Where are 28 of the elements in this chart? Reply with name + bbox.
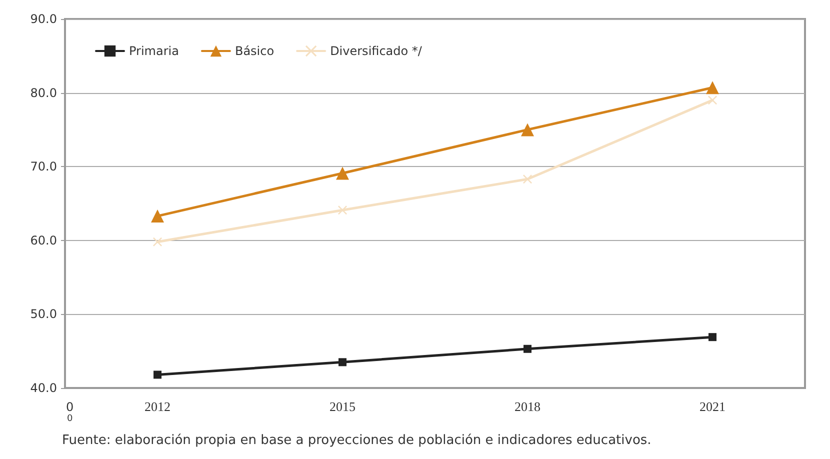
text: 0: [66, 400, 74, 414]
point: [336, 166, 349, 180]
legend-label: Primaria: [129, 44, 179, 58]
legend-label: Básico: [234, 44, 274, 58]
x-tick-label: 2018: [514, 399, 540, 414]
source-note: Fuente: elaboración propia en base a proyecciones de población e indicadores educativos.: [62, 433, 652, 448]
point: [153, 237, 162, 246]
y-tick-label: 80.0: [30, 86, 57, 100]
point: [706, 81, 719, 94]
point: [338, 206, 347, 215]
point: [338, 358, 346, 366]
x-tick-label: 2012: [144, 399, 170, 414]
legend-label: Diversificado */: [330, 44, 423, 58]
y-tick-label: 60.0: [30, 233, 57, 248]
point: [154, 370, 162, 379]
point: [708, 333, 716, 342]
point: [524, 344, 532, 353]
x-tick-label: 2021: [700, 399, 726, 414]
point: [151, 210, 164, 223]
y-tick-label: 50.0: [30, 307, 57, 322]
point: [523, 174, 532, 184]
point: [521, 123, 534, 136]
x-tick-label: 2015: [330, 399, 356, 414]
y-tick-label: 90.0: [30, 12, 57, 26]
y-tick-label: 40.0: [30, 381, 57, 395]
y-tick-label: 70.0: [30, 160, 57, 174]
text: 0: [67, 414, 73, 424]
point: [708, 96, 717, 105]
